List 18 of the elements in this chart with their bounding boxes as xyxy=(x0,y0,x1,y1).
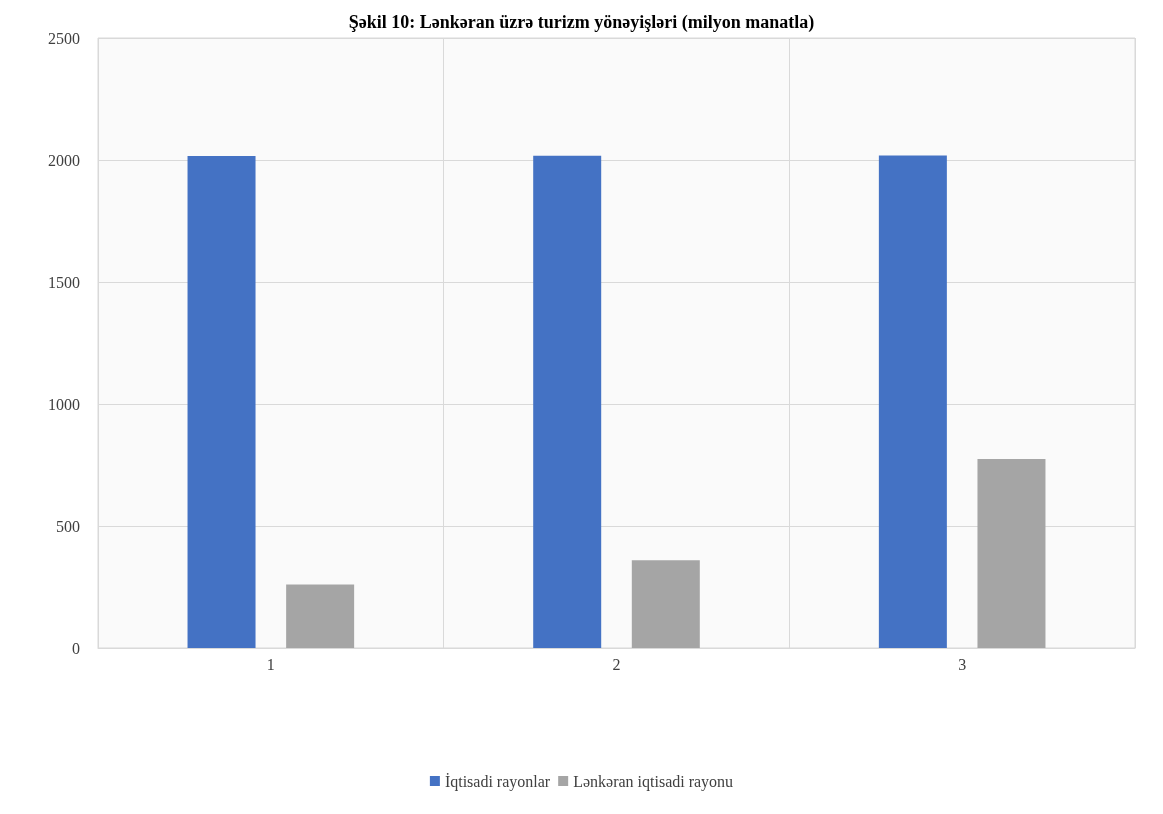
x-tick-label: 3 xyxy=(958,655,967,673)
bar xyxy=(533,155,602,648)
y-tick-label: 1500 xyxy=(48,273,80,291)
legend-label: Lənkəran iqtisadi rayonu xyxy=(573,772,734,791)
bar xyxy=(286,584,355,648)
bar xyxy=(878,155,947,648)
bar xyxy=(187,156,256,648)
bar xyxy=(977,458,1046,648)
x-tick-label: 2 xyxy=(612,655,621,673)
y-tick-label: 2000 xyxy=(48,151,80,169)
y-tick-label: 2500 xyxy=(48,29,80,47)
y-tick-label: 1000 xyxy=(48,395,80,413)
y-tick-label: 0 xyxy=(72,639,80,657)
y-tick-label: 500 xyxy=(56,517,80,535)
legend-label: İqtisadi rayonlar xyxy=(444,772,551,791)
chart-title: Şəkil 10: Lənkəran üzrə turizm yönəyişləri (milyon manatla) xyxy=(348,12,815,33)
bar xyxy=(631,560,700,648)
x-tick-label: 1 xyxy=(266,655,275,673)
